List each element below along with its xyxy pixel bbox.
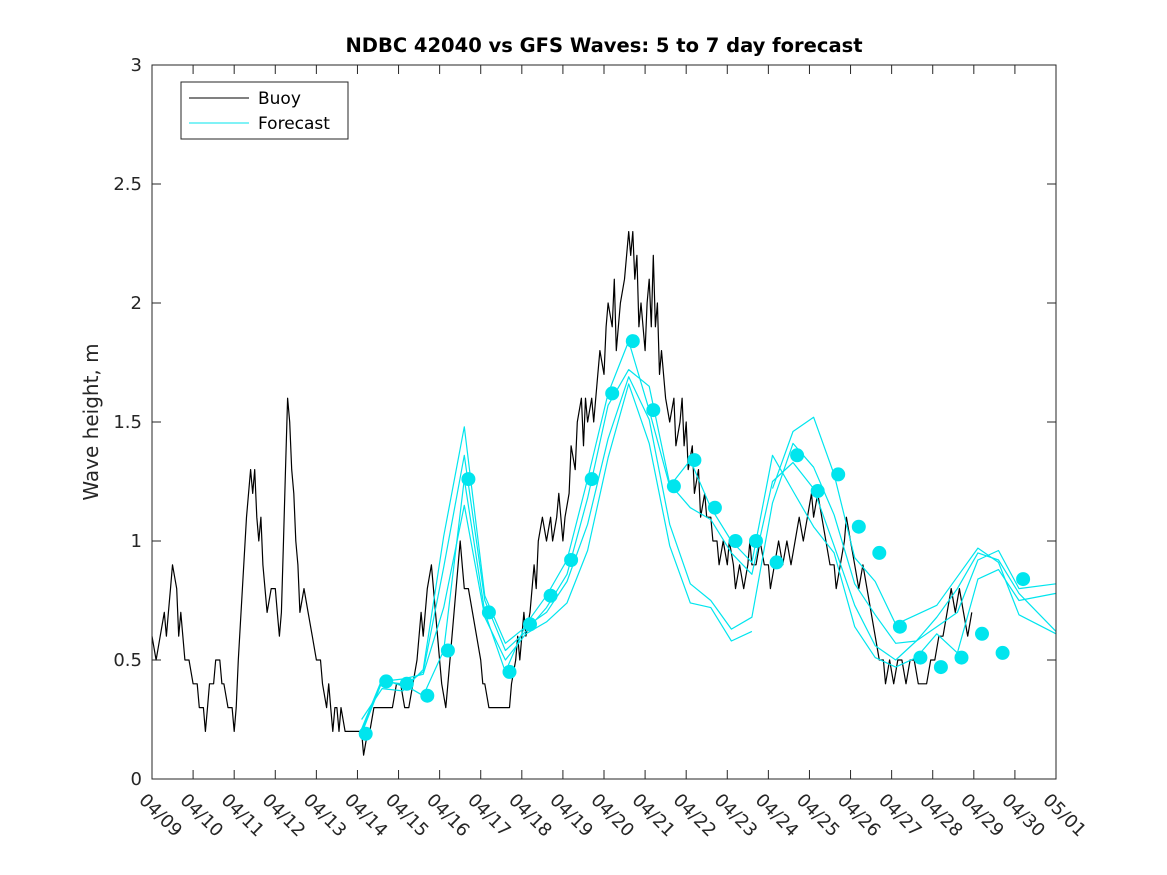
forecast-marker-10 — [564, 553, 579, 567]
marker-layer — [358, 334, 1031, 741]
forecast-marker-22 — [810, 484, 825, 498]
forecast-marker-15 — [666, 479, 681, 494]
series-layer — [151, 231, 1057, 756]
forecast-marker-5 — [461, 472, 476, 487]
forecast-marker-16 — [687, 453, 702, 468]
forecast-line-1 — [361, 340, 1057, 735]
y-axis-label: Wave height, m — [79, 343, 103, 500]
forecast-marker-17 — [707, 500, 722, 515]
forecast-marker-12 — [605, 386, 620, 401]
forecast-line-2 — [361, 369, 1057, 730]
forecast-marker-19 — [749, 534, 763, 548]
forecast-marker-20 — [769, 555, 784, 570]
forecast-marker-27 — [913, 650, 928, 665]
forecast-marker-6 — [481, 605, 496, 620]
y-tick-label: 0.5 — [113, 650, 142, 671]
forecast-marker-8 — [523, 617, 537, 632]
forecast-marker-23 — [831, 467, 846, 482]
forecast-marker-11 — [584, 472, 599, 487]
forecast-marker-2 — [399, 676, 414, 691]
legend-box — [180, 81, 349, 140]
legend-buoy-label: Buoy — [258, 89, 301, 109]
forecast-line-4 — [361, 383, 753, 732]
legend: Buoy Forecast — [180, 81, 349, 140]
forecast-marker-31 — [995, 645, 1010, 660]
forecast-marker-21 — [790, 448, 805, 463]
forecast-marker-3 — [420, 688, 435, 703]
y-tick-label: 1.5 — [113, 412, 142, 433]
buoy-line — [151, 231, 973, 756]
y-tick-label: 2 — [131, 293, 142, 314]
forecast-marker-1 — [379, 674, 394, 689]
y-tick-label: 3 — [131, 55, 142, 76]
forecast-marker-32 — [1016, 572, 1031, 587]
forecast-marker-13 — [625, 334, 640, 349]
forecast-marker-7 — [502, 664, 517, 679]
y-tick-label: 1 — [131, 531, 142, 552]
legend-forecast-label: Forecast — [258, 114, 330, 134]
chart-title: NDBC 42040 vs GFS Waves: 5 to 7 day fore… — [345, 34, 862, 57]
forecast-marker-4 — [440, 643, 455, 658]
forecast-marker-24 — [851, 519, 866, 534]
y-tick-label: 2.5 — [113, 174, 142, 195]
y-tick-label: 0 — [131, 769, 142, 790]
y-ticks: 0 0.5 1 1.5 2 2.5 3 — [113, 55, 1056, 790]
forecast-marker-14 — [646, 403, 661, 418]
forecast-marker-0 — [358, 726, 373, 741]
forecast-marker-18 — [728, 534, 743, 548]
forecast-marker-25 — [872, 545, 887, 560]
forecast-marker-29 — [954, 650, 969, 665]
forecast-marker-9 — [543, 588, 558, 603]
forecast-marker-28 — [933, 660, 948, 675]
forecast-marker-30 — [975, 626, 989, 641]
forecast-line-5 — [771, 416, 1057, 635]
forecast-marker-26 — [892, 619, 907, 634]
forecast-line-3 — [361, 376, 1057, 720]
